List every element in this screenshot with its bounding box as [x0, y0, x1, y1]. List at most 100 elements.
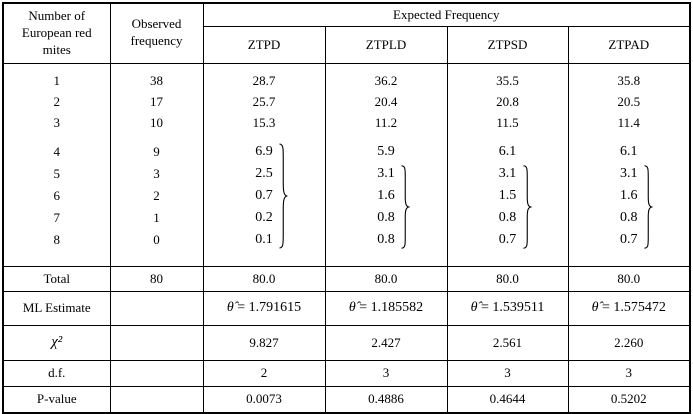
expected-value: 2.5	[255, 165, 273, 181]
df-value: 2	[202, 359, 326, 387]
p-value: 0.4886	[324, 385, 448, 414]
empty-cell	[109, 290, 204, 326]
row-gap	[448, 133, 567, 141]
expected-value: 36.2	[374, 72, 398, 88]
theta-value: 1.791615	[248, 300, 302, 315]
grouping-brace	[400, 165, 409, 249]
row-gap	[326, 133, 446, 141]
expected-value: 28.7	[252, 72, 276, 88]
body-row: 1 2 3 4 5 6 7 8 38 17 10 9 3 2 1 0	[2, 62, 691, 267]
df-value: 3	[567, 359, 691, 387]
expected-value: 0.2	[255, 209, 273, 225]
empty-cell	[109, 385, 204, 414]
expected-value: 20.8	[496, 93, 519, 109]
expected-value: 1.6	[377, 187, 395, 203]
df-value: 3	[324, 359, 448, 387]
observed-total: 80	[109, 265, 204, 292]
expected-total: 80.0	[446, 265, 569, 292]
expected-value: 0.8	[498, 209, 517, 225]
mites-value: 6	[53, 187, 61, 203]
mites-value: 3	[53, 114, 61, 130]
row-gap	[111, 133, 202, 141]
ml-estimate-value: θ̂ = 1.539511	[446, 290, 569, 326]
df-value: 3	[446, 359, 569, 387]
p-value: 0.5202	[567, 385, 691, 414]
observed-column: 38 17 10 9 3 2 1 0	[109, 62, 204, 267]
df-row: d.f. 2 3 3 3	[2, 359, 691, 387]
observed-value: 9	[153, 143, 160, 159]
grouping-brace	[522, 165, 531, 249]
expected-value: 0.1	[255, 231, 273, 247]
expected-value: 3.1	[377, 165, 395, 181]
mites-value: 5	[53, 165, 61, 181]
observed-value: 3	[153, 165, 160, 181]
expected-value: 20.4	[374, 93, 398, 109]
expected-value: 25.7	[252, 93, 276, 109]
expected-value: 0.7	[255, 187, 273, 203]
expected-value: 11.4	[617, 114, 640, 130]
observed-value: 2	[153, 187, 160, 203]
theta-value: 1.575472	[613, 300, 666, 315]
theta-hat-symbol: θ̂	[226, 300, 234, 315]
ml-estimate-value: θ̂ = 1.575472	[567, 290, 691, 326]
expected-value: 0.7	[498, 231, 517, 247]
grouping-brace	[278, 143, 287, 249]
expected-value: 11.2	[374, 114, 398, 130]
expected-value: 35.5	[496, 72, 519, 88]
model-header-ztpad: ZTPAD	[567, 25, 691, 64]
expected-total: 80.0	[202, 265, 326, 292]
equals-sign: =	[233, 300, 249, 315]
mites-value: 2	[53, 93, 61, 109]
model-header-ztpld: ZTPLD	[324, 25, 448, 64]
theta-value: 1.185582	[370, 300, 424, 315]
df-label: d.f.	[2, 359, 111, 387]
ztpsd-column: 35.5 20.8 11.5 6.1 3.1 1.5 0.8 0.7	[446, 62, 569, 267]
expected-value: 0.7	[620, 231, 638, 247]
ztpd-column: 28.7 25.7 15.3 6.9 2.5 0.7 0.2 0.1	[202, 62, 326, 267]
expected-value: 3.1	[620, 165, 638, 181]
expected-value: 6.1	[498, 143, 517, 159]
chi-square-value: 2.427	[324, 324, 448, 361]
total-label: Total	[2, 265, 111, 292]
grouped-values: 3.1 1.6 0.8 0.8	[326, 163, 447, 251]
observed-column-header: Observed frequency	[109, 2, 204, 64]
p-value-row: P-value 0.0073 0.4886 0.4644 0.5202	[2, 385, 691, 414]
row-gap	[204, 133, 324, 141]
ml-estimate-row: ML Estimate θ̂ = 1.791615 θ̂ = 1.185582 …	[2, 290, 691, 326]
observed-value: 0	[153, 231, 160, 247]
grouped-values: 3.1 1.5 0.8 0.7	[448, 163, 568, 251]
observed-value: 1	[153, 209, 160, 225]
mites-value: 8	[53, 231, 61, 247]
total-row: Total 80 80.0 80.0 80.0 80.0	[2, 265, 691, 292]
grouping-brace	[643, 165, 652, 249]
header-row-top: Number of European red mites Observed fr…	[2, 2, 691, 64]
theta-hat-symbol: θ̂	[591, 300, 599, 315]
theta-hat-symbol: θ̂	[348, 300, 356, 315]
theta-value: 1.539511	[492, 300, 545, 315]
observed-value: 17	[150, 93, 163, 109]
p-value: 0.0073	[202, 385, 326, 414]
p-value: 0.4644	[446, 385, 569, 414]
ml-estimate-value: θ̂ = 1.791615	[202, 290, 326, 326]
empty-cell	[109, 359, 204, 387]
chi-square-row: χ² 9.827 2.427 2.561 2.260	[2, 324, 691, 361]
equals-sign: =	[598, 300, 614, 315]
expected-total: 80.0	[567, 265, 691, 292]
expected-value: 6.9	[255, 143, 273, 159]
ml-estimate-value: θ̂ = 1.185582	[324, 290, 448, 326]
expected-value: 15.3	[252, 114, 276, 130]
mites-value: 7	[53, 209, 61, 225]
chi-square-value: 9.827	[202, 324, 326, 361]
mites-column: 1 2 3 4 5 6 7 8	[2, 62, 111, 267]
expected-value: 1.5	[498, 187, 517, 203]
equals-sign: =	[355, 300, 371, 315]
expected-total: 80.0	[324, 265, 448, 292]
equals-sign: =	[477, 300, 493, 315]
expected-frequency-header: Expected Frequency	[202, 2, 691, 27]
expected-value: 20.5	[617, 93, 641, 109]
mites-value: 1	[53, 72, 61, 88]
model-header-ztpsd: ZTPSD	[446, 25, 569, 64]
expected-value: 0.8	[377, 231, 395, 247]
mites-value: 4	[53, 143, 61, 159]
